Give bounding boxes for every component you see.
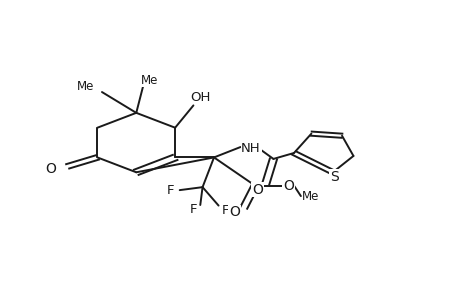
Text: F: F (189, 203, 197, 216)
Text: OH: OH (190, 91, 210, 103)
Text: Me: Me (302, 190, 319, 202)
Text: S: S (329, 170, 338, 184)
Text: F: F (221, 204, 229, 218)
Text: O: O (282, 179, 293, 193)
Text: O: O (252, 182, 262, 197)
Text: NH: NH (241, 142, 260, 155)
Text: Me: Me (141, 74, 158, 87)
Text: O: O (229, 206, 240, 219)
Text: F: F (167, 184, 174, 196)
Text: O: O (45, 162, 56, 176)
Text: Me: Me (77, 80, 95, 93)
